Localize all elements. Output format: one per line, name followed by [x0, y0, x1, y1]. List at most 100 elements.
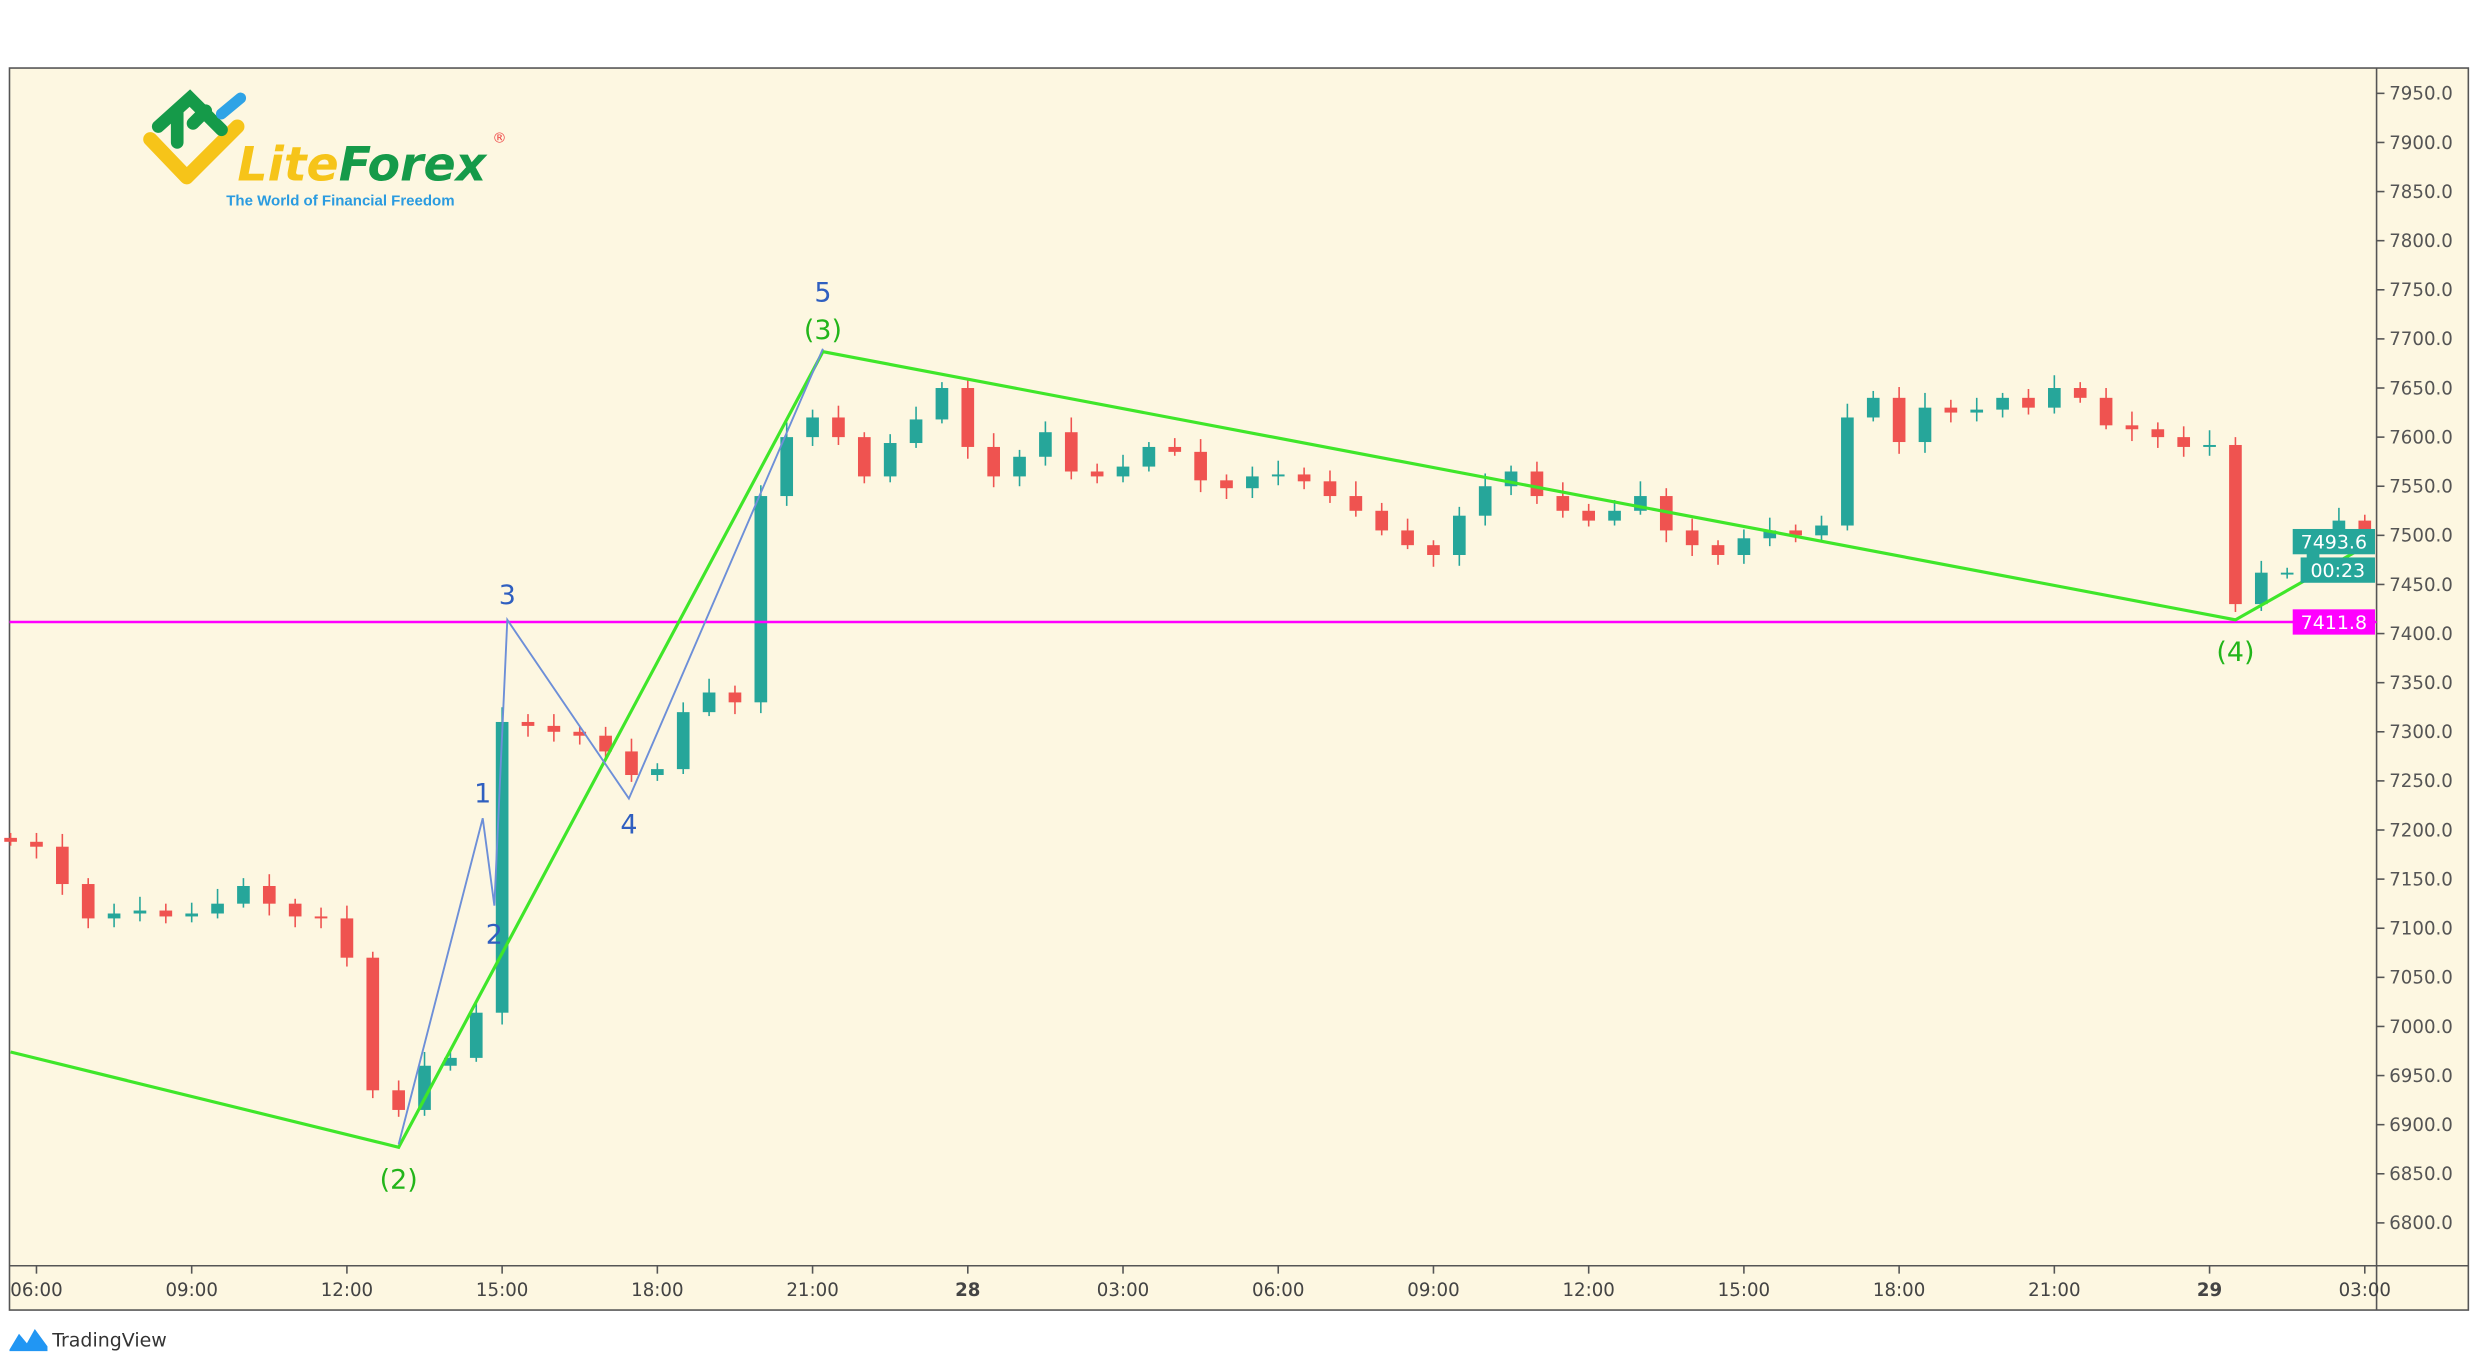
candle-body — [1866, 397, 1880, 418]
candle-body — [1194, 451, 1207, 481]
candle — [1996, 392, 2009, 418]
y-tick-label: 6900.0 — [2389, 1115, 2453, 1136]
y-tick-label: 7800.0 — [2389, 231, 2453, 252]
candle — [133, 896, 147, 922]
chart-frame — [8, 67, 2470, 1311]
candle-body — [1815, 525, 1828, 536]
elliott-waves[interactable]: (2) (3) (4) 1 2 3 4 5 — [10, 277, 2374, 1195]
candle — [2254, 560, 2268, 611]
candle — [1401, 518, 1414, 550]
candle — [288, 898, 302, 928]
candle — [2177, 426, 2191, 457]
candle — [935, 382, 949, 424]
candle-body — [495, 721, 509, 1013]
candle — [1478, 473, 1492, 526]
candle — [1737, 529, 1751, 564]
x-ticks: 06:00 09:00 12:00 15:00 18:00 21:00 28 03:00 06:… — [10, 1265, 2391, 1301]
candle — [1246, 466, 1259, 499]
y-tick-label: 7600.0 — [2389, 427, 2453, 448]
time-axis[interactable] — [9, 1265, 2377, 1311]
countdown-label: 00:23 — [2310, 560, 2365, 582]
candle — [857, 432, 871, 484]
candle — [1194, 439, 1207, 493]
price-axis[interactable] — [2376, 68, 2469, 1311]
candle — [832, 405, 845, 445]
logo-registered: ® — [492, 130, 506, 146]
candle — [1789, 524, 1802, 543]
candle-body — [2229, 444, 2242, 605]
wave-minor-line[interactable] — [397, 348, 824, 1145]
candle-body — [2203, 444, 2216, 447]
logo-forex: Forex — [339, 137, 488, 192]
candle — [4, 832, 17, 846]
tradingview-attribution[interactable]: TradingView — [9, 1329, 167, 1351]
candle-body — [935, 388, 949, 420]
x-tick-label: 12:00 — [321, 1280, 373, 1301]
candle — [1530, 461, 1544, 504]
candle-body — [1090, 471, 1104, 477]
candle-body — [1116, 466, 1130, 477]
wave-minor-label: 5 — [814, 277, 831, 308]
candle-body — [1608, 510, 1621, 521]
candle-body — [1039, 432, 1052, 457]
candle-body — [1220, 480, 1233, 489]
candle — [56, 833, 69, 895]
candle-body — [1737, 538, 1751, 555]
candle — [702, 678, 716, 717]
candle-body — [1375, 510, 1389, 531]
candle-body — [81, 884, 95, 919]
candle — [961, 378, 975, 459]
candle-body — [702, 692, 716, 713]
candle-body — [1944, 407, 1958, 413]
candle-body — [2177, 437, 2191, 447]
candle-body — [676, 712, 690, 770]
y-tick-label: 7050.0 — [2389, 968, 2453, 989]
candle-body — [1582, 510, 1596, 521]
candle-body — [599, 735, 612, 752]
wave-major-line[interactable] — [10, 349, 2374, 1150]
candle — [754, 485, 768, 714]
candle-body — [4, 837, 17, 842]
candle-body — [1013, 456, 1026, 477]
candle-body — [2254, 572, 2268, 605]
y-tick-label: 6800.0 — [2389, 1213, 2453, 1234]
y-tick-label: 7000.0 — [2389, 1017, 2453, 1038]
y-tick-label: 7150.0 — [2389, 869, 2453, 890]
candle-body — [1892, 397, 1906, 443]
candle — [185, 902, 199, 923]
liteforex-logo: LiteForex ® The World of Financial Freed… — [143, 89, 507, 210]
candle — [107, 903, 121, 928]
candle-body — [1763, 530, 1777, 539]
candle — [81, 878, 95, 929]
candle — [340, 905, 354, 967]
candle-body — [2048, 388, 2061, 408]
candle-body — [30, 841, 43, 847]
logo-lite: Lite — [237, 137, 338, 192]
candle — [728, 685, 742, 715]
candle — [1582, 503, 1596, 527]
candle-body — [1142, 446, 1156, 467]
y-tick-label: 7900.0 — [2389, 133, 2453, 154]
candle — [806, 409, 819, 446]
y-tick-label: 7350.0 — [2389, 673, 2453, 694]
candle — [418, 1051, 431, 1116]
candle — [651, 763, 664, 781]
candle — [1297, 467, 1311, 490]
candle-body — [2099, 397, 2113, 426]
candle — [1168, 438, 1182, 456]
candle — [2151, 422, 2165, 448]
plot-area[interactable] — [9, 68, 2377, 1266]
wave-major-label: (3) — [804, 315, 842, 346]
wave-minor-label: 4 — [620, 809, 637, 840]
candle — [2125, 411, 2139, 442]
x-tick-label: 12:00 — [1562, 1280, 1614, 1301]
candle — [599, 726, 612, 760]
candle-body — [418, 1065, 431, 1110]
x-tick-label: 15:00 — [1718, 1280, 1770, 1301]
logo-wordmark: LiteForex — [237, 137, 487, 192]
x-tick-label: 28 — [955, 1280, 980, 1301]
candle-body — [573, 731, 587, 736]
candle-body — [237, 885, 250, 904]
candle — [987, 433, 1000, 488]
